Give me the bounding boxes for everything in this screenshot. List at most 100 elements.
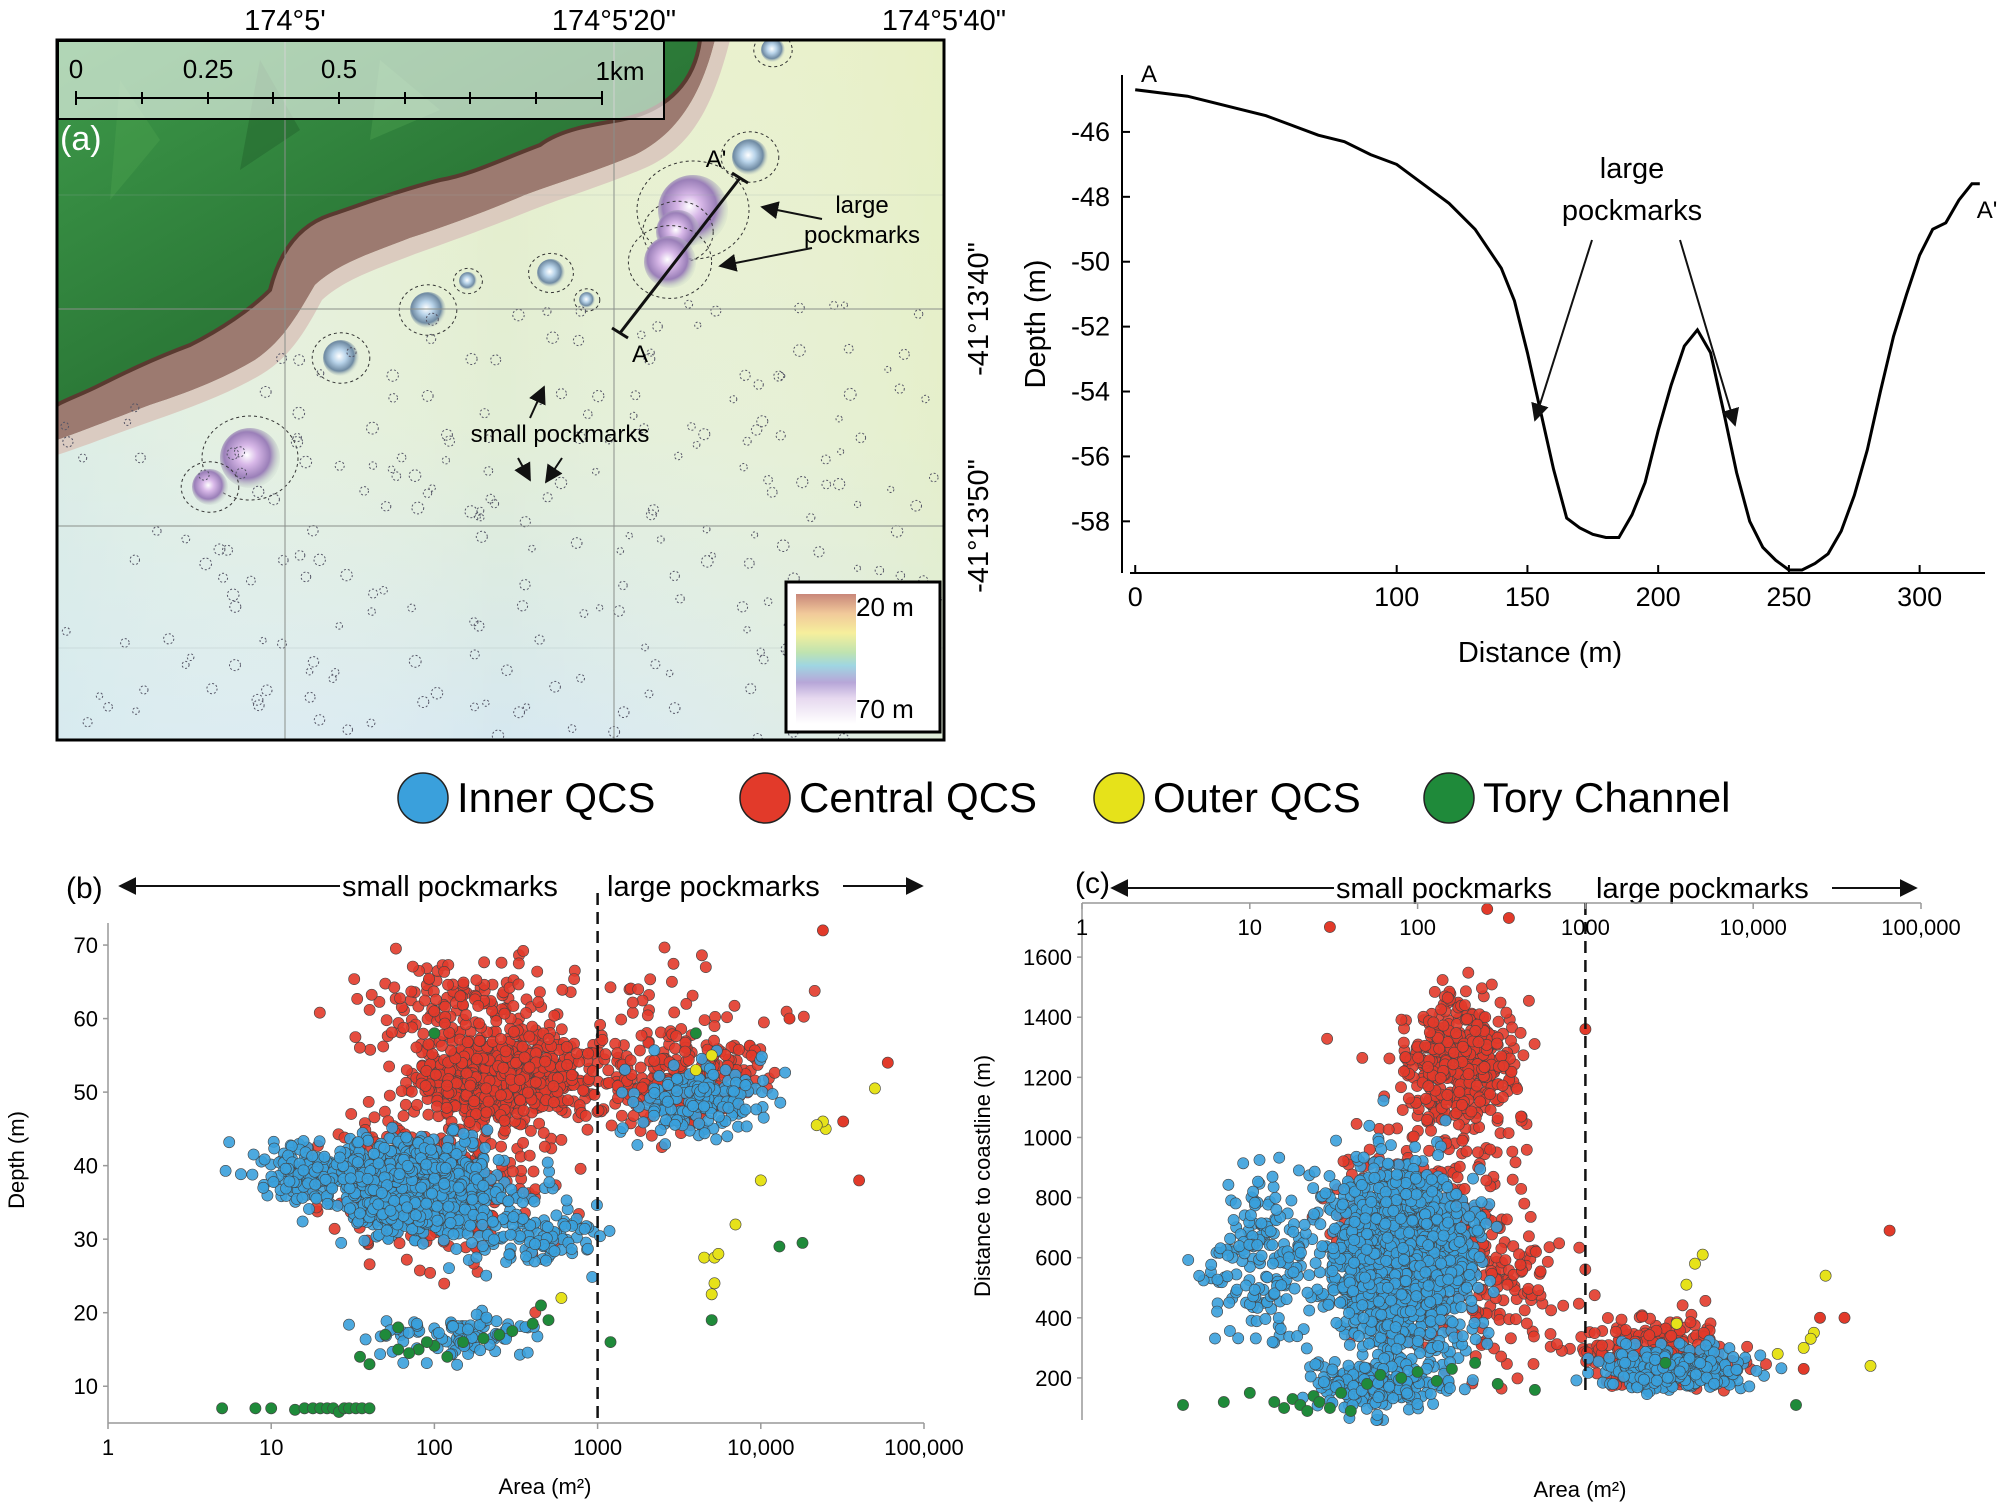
data-point-central: [460, 1009, 472, 1021]
small-pockmark: [756, 415, 769, 428]
data-point-central: [645, 1129, 658, 1142]
data-point-central: [1741, 1340, 1753, 1353]
data-point-central: [1573, 1297, 1585, 1310]
data-point-inner: [586, 1271, 599, 1283]
small-pockmark: [890, 525, 904, 538]
data-point-central: [1337, 1155, 1350, 1168]
data-point-central: [1500, 1006, 1513, 1019]
data-point-tory: [392, 1343, 405, 1356]
data-point-inner: [565, 1243, 578, 1255]
data-point-inner: [447, 1228, 460, 1241]
data-point-central: [1450, 1027, 1462, 1040]
small-pockmark: [512, 308, 525, 322]
data-point-inner: [719, 1064, 732, 1076]
data-point-central: [670, 1030, 683, 1043]
data-point-tory: [542, 1314, 555, 1326]
data-point-outer: [705, 1049, 718, 1062]
data-point-central: [463, 1116, 476, 1128]
data-point-inner: [321, 1198, 334, 1210]
data-point-tory: [535, 1299, 547, 1312]
small-pockmark: [743, 625, 751, 634]
data-point-inner: [442, 1200, 455, 1213]
data-point-central: [616, 1109, 628, 1122]
data-point-central: [406, 960, 419, 973]
data-point-inner: [352, 1136, 365, 1149]
data-point-central: [1523, 1230, 1535, 1243]
small-pockmark: [573, 431, 586, 445]
profile-y-label: Depth (m): [1020, 260, 1052, 389]
data-point-inner: [400, 1131, 413, 1144]
data-point-central: [1528, 1330, 1540, 1343]
small-pockmark: [368, 461, 378, 470]
data-point-central: [405, 985, 418, 998]
data-point-inner: [477, 1192, 490, 1205]
data-point-central: [602, 1064, 615, 1077]
data-point-inner: [335, 1237, 348, 1249]
data-point-inner: [520, 1250, 532, 1263]
small-pockmark: [813, 546, 825, 558]
data-point-inner: [409, 1209, 422, 1222]
data-point-tory: [493, 1328, 506, 1341]
data-point-central: [397, 1110, 410, 1122]
small-pockmark: [268, 493, 280, 506]
small-pockmark: [469, 649, 480, 660]
small-pockmark: [629, 411, 638, 420]
map-pockmark-outline: [636, 160, 750, 260]
data-point-central: [668, 1006, 681, 1019]
small-pockmark: [483, 434, 493, 444]
profile-annotation-line1: large: [1600, 153, 1665, 185]
data-point-inner: [432, 1327, 445, 1339]
data-point-central: [604, 981, 617, 994]
data-point-inner: [268, 1142, 281, 1155]
data-point-central: [1441, 1089, 1454, 1101]
data-point-inner: [384, 1204, 397, 1217]
data-point-tory: [363, 1358, 376, 1371]
data-point-central: [1453, 1086, 1466, 1098]
data-point-central: [313, 1006, 326, 1019]
small-pockmark: [910, 499, 923, 512]
data-point-central: [542, 1033, 555, 1045]
small-pockmark: [366, 718, 376, 728]
data-point-inner: [425, 1143, 437, 1156]
data-point-central: [708, 1020, 721, 1032]
data-point-outer: [754, 1174, 767, 1187]
data-point-central: [520, 1007, 532, 1019]
data-point-inner: [654, 1124, 667, 1137]
small-pockmark: [186, 653, 195, 662]
data-point-central: [1433, 1042, 1446, 1055]
data-point-central: [1518, 1197, 1531, 1210]
small-pockmark: [335, 622, 344, 630]
small-pockmark: [643, 352, 656, 365]
data-point-central: [1551, 1338, 1563, 1351]
series-legend: Inner QCS Central QCS Outer QCS Tory Cha…: [397, 772, 1730, 824]
data-point-central: [556, 983, 569, 996]
y-tick-label: 40: [74, 1154, 98, 1179]
data-point-inner: [443, 1262, 455, 1274]
small-pockmark: [316, 369, 325, 378]
map-pockmark-outline: [311, 332, 371, 384]
data-point-central: [853, 1174, 865, 1187]
small-pockmark: [380, 501, 392, 512]
small-pockmark: [482, 699, 490, 707]
small-pockmark: [793, 344, 806, 357]
data-point-central: [1602, 1312, 1614, 1324]
data-point-inner: [378, 1142, 391, 1154]
data-point-central: [349, 1031, 362, 1043]
data-point-central: [1515, 1110, 1527, 1123]
small-pockmark: [604, 436, 613, 445]
large-pockmarks-annotation: large pockmarks: [718, 192, 920, 272]
data-point-central: [495, 1140, 507, 1153]
small-pockmark: [592, 390, 605, 403]
small-pockmark: [763, 597, 773, 607]
data-point-central: [555, 1023, 568, 1036]
data-point-central: [1396, 1104, 1409, 1116]
profile-y-tick-label: -50: [1071, 247, 1110, 277]
small-pockmark: [443, 435, 455, 447]
data-point-central: [424, 1267, 436, 1279]
data-point-central: [419, 1080, 432, 1092]
map-pockmark: [761, 40, 785, 62]
data-point-central: [1321, 1032, 1333, 1045]
small-pockmark: [489, 499, 500, 509]
lat-tick-2: -41°13'50": [963, 459, 995, 593]
data-point-central: [380, 1014, 393, 1027]
